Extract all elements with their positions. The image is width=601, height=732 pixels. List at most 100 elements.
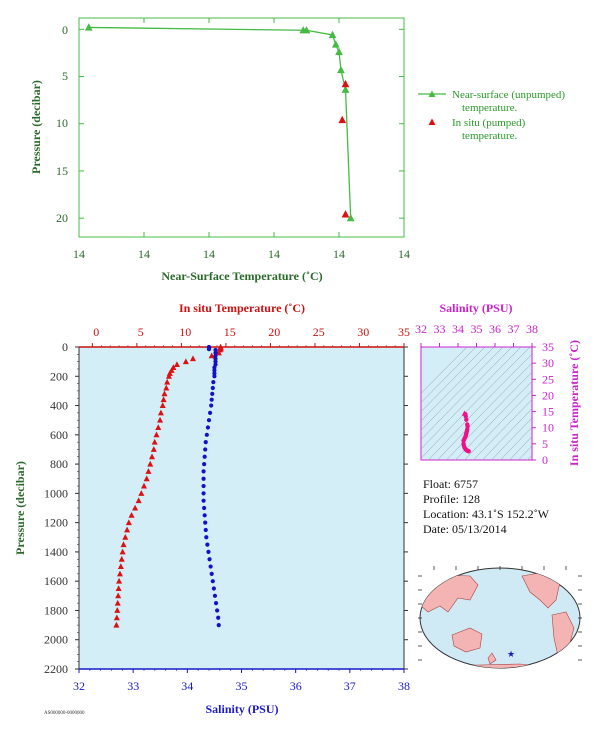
- ts-temp-tick-label: 30: [542, 356, 554, 370]
- temperature-point: [122, 533, 129, 540]
- density-contour: [500, 426, 532, 460]
- location: Location: 43.1˚S 152.2˚W: [423, 507, 550, 521]
- ts-temp-tick-label: 10: [542, 421, 554, 435]
- salinity-point: [201, 498, 206, 503]
- salinity-point: [212, 374, 217, 379]
- legend-insitu-line2: temperature.: [462, 130, 518, 142]
- density-contours: [421, 347, 532, 460]
- near-surface-point: [341, 85, 350, 93]
- salinity-point: [201, 469, 206, 474]
- ts-title: Salinity (PSU): [439, 301, 512, 315]
- salinity-point: [206, 347, 212, 352]
- salinity-point: [211, 586, 216, 591]
- ts-sal-tick-label: 37: [508, 322, 520, 336]
- profile-plot-area: [78, 346, 405, 670]
- sal-tick-label: 33: [127, 679, 139, 693]
- salinity-point: [206, 418, 212, 423]
- antarctica-land: [439, 663, 561, 668]
- ts-temp-tick-label: 0: [542, 453, 548, 467]
- salinity-point: [211, 380, 216, 385]
- density-contour: [509, 436, 532, 460]
- near-surface-point: [335, 47, 343, 56]
- pressure-tick-labels: 0 200 400 600 800 1000 1200 1400 1600 18…: [44, 340, 68, 676]
- density-contour: [437, 362, 532, 460]
- salinity-point: [203, 447, 208, 452]
- temperature-axis-label: In situ Temperature (˚C): [179, 301, 305, 315]
- salinity-point: [203, 520, 208, 525]
- temperature-point: [208, 352, 215, 359]
- ts-temperature-tick-labels: 0 5 10 15 20 25 30 35: [542, 340, 554, 467]
- ts-salinity-tick-labels: 32 33 34 35 36 37 38: [415, 322, 538, 336]
- footer-code: AS000000-0000000: [44, 711, 85, 716]
- legend-marker-insitu: [428, 118, 436, 125]
- temp-tick-label: 0: [93, 325, 99, 339]
- ts-temp-tick-label: 20: [542, 388, 554, 402]
- pres-tick-label: 600: [50, 428, 68, 442]
- salinity-point: [212, 368, 217, 373]
- legend-marker-near-surface: [428, 90, 436, 97]
- top-y-tick-label: 5: [62, 69, 68, 83]
- salinity-point: [207, 410, 213, 415]
- salinity-point: [212, 593, 218, 598]
- salinity-point: [207, 557, 212, 562]
- salinity-point: [209, 403, 214, 408]
- salinity-point: [202, 461, 207, 467]
- near-surface-x-axis-label: Near-Surface Temperature (˚C): [161, 269, 322, 283]
- density-contour: [446, 371, 532, 460]
- temperature-point: [164, 378, 171, 385]
- temperature-point: [120, 541, 127, 548]
- salinity-point: [201, 476, 206, 481]
- ts-y-axis-label: In situ Temperature (˚C): [567, 340, 581, 466]
- density-contour: [527, 454, 532, 460]
- near-surface-series: [84, 23, 355, 222]
- map-land: [420, 571, 575, 668]
- salinity-point: [212, 365, 217, 370]
- float-id: Float: 6757: [423, 477, 478, 491]
- ts-sal-tick-label: 33: [434, 322, 446, 336]
- near-surface-point: [331, 40, 340, 48]
- salinity-point: [210, 579, 215, 584]
- salinity-point: [216, 615, 221, 620]
- salinity-point: [204, 432, 209, 437]
- density-contour: [428, 353, 532, 460]
- profile-ticks: [75, 343, 408, 673]
- density-contour: [421, 347, 495, 422]
- temperature-point: [128, 512, 135, 518]
- salinity-point: [213, 347, 218, 353]
- temperature-point: [163, 384, 170, 391]
- near-surface-point: [328, 30, 337, 39]
- insitu-point: [341, 79, 350, 88]
- temperature-point: [125, 519, 132, 526]
- top-x-tick-label: 14: [398, 247, 410, 261]
- temperature-point: [115, 592, 122, 599]
- top-y-tick-label: 15: [56, 164, 68, 178]
- temperature-point: [124, 526, 131, 533]
- salinity-point: [213, 601, 219, 606]
- sal-tick-label: 35: [236, 679, 248, 693]
- top-x-tick-label: 14: [333, 247, 345, 261]
- temperature-tick-labels: 0 5 10 15 20 25 30 35: [93, 325, 410, 339]
- salinity-tick-labels: 32 33 34 35 36 37 38: [73, 679, 410, 693]
- pres-tick-label: 1200: [44, 516, 68, 530]
- insitu-point: [341, 210, 350, 218]
- temperature-point: [153, 431, 160, 438]
- near-surface-x-tick-labels: 14 14 14 14 14 14: [73, 247, 410, 261]
- temp-tick-label: 35: [398, 325, 410, 339]
- near-surface-point: [84, 23, 93, 31]
- salinity-point: [201, 483, 206, 489]
- sal-tick-label: 38: [398, 679, 410, 693]
- temperature-point: [147, 460, 154, 467]
- pres-tick-label: 1000: [44, 486, 68, 500]
- temperature-point: [116, 570, 123, 577]
- legend-insitu-line1: In situ (pumped): [452, 117, 526, 129]
- temperature-point: [148, 453, 156, 460]
- pres-tick-label: 0: [62, 340, 68, 354]
- profile-y-axis-label: Pressure (decibar): [13, 461, 27, 555]
- near-surface-chart: 14 14 14 14 14 14 0 5 10 15 20 Near-Surf…: [29, 17, 410, 283]
- salinity-point: [216, 622, 221, 628]
- ts-point: [466, 449, 471, 454]
- temperature-point: [140, 482, 148, 489]
- temperature-point: [115, 585, 122, 591]
- ts-ticks: [420, 343, 536, 461]
